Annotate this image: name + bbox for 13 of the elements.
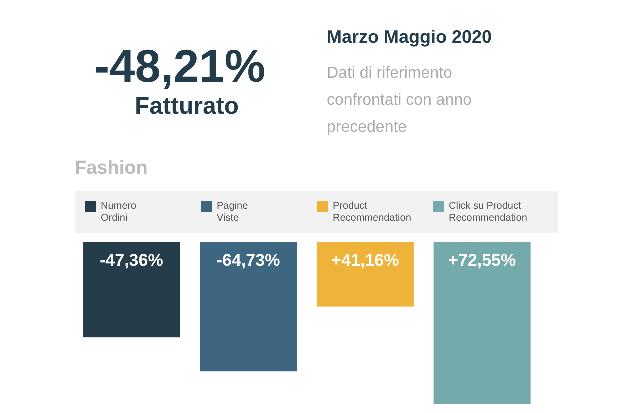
annotation: +72,55% [448, 251, 516, 270]
chart-title: Fashion [75, 158, 148, 179]
x-tick-label: Click su Product Recommendation [449, 201, 528, 224]
x-tick-label: Pagine Viste [217, 201, 249, 224]
x-tick-label: Product Recommendation [333, 201, 412, 224]
x-tick-label: Numero Ordini [101, 201, 138, 224]
text: Marzo Maggio 2020 [327, 27, 492, 47]
annotation: +41,16% [332, 251, 400, 270]
annotation: -64,73% [216, 251, 280, 270]
annotation: -47,36% [100, 251, 164, 270]
text: Fatturato [135, 93, 239, 120]
text: Dati di riferimento confrontati con anno precedente [327, 65, 472, 136]
text: -48,21% [94, 40, 266, 92]
